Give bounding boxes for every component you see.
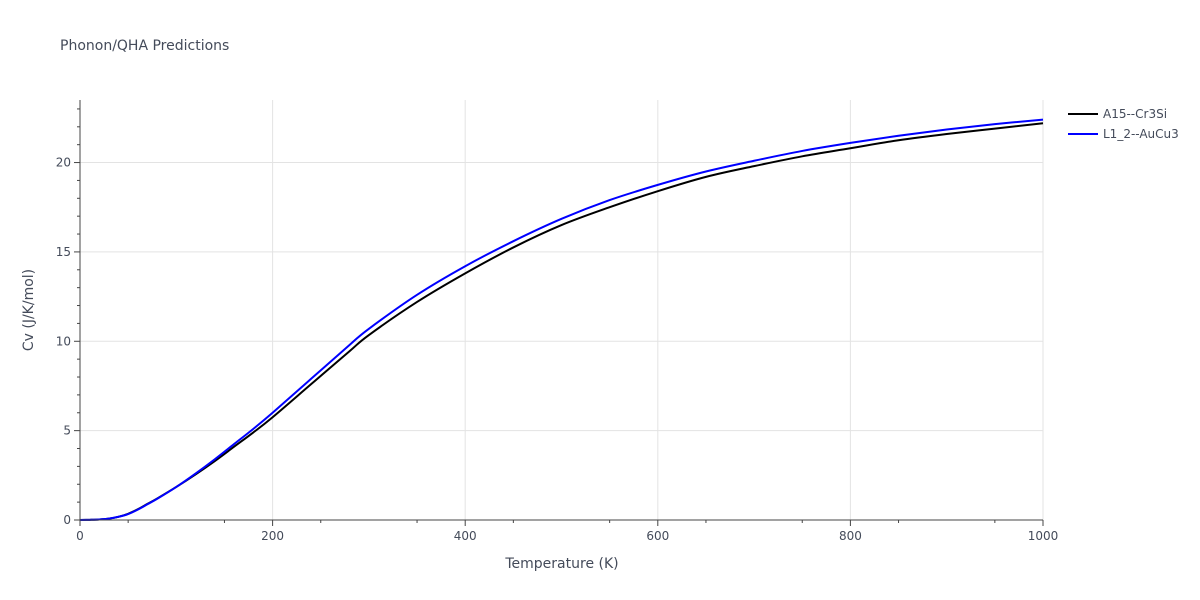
y-tick-label: 15	[56, 245, 71, 259]
series-line-0[interactable]	[79, 122, 1044, 521]
series-line-1[interactable]	[79, 118, 1044, 521]
x-axis-ticks: 0 200 400 600 800 1000	[76, 529, 1058, 543]
y-axis-label: Cv (J/K/mol)	[21, 269, 37, 351]
legend-label: L1_2--AuCu3	[1103, 127, 1179, 141]
chart-title: Phonon/QHA Predictions	[60, 38, 229, 54]
x-tick-label: 0	[76, 529, 84, 543]
x-tick-label: 200	[261, 529, 284, 543]
y-tick-label: 0	[63, 513, 71, 527]
y-axis-ticks: 0 5 10 15 20	[56, 156, 71, 527]
x-tick-label: 600	[646, 529, 669, 543]
x-tick-label: 400	[454, 529, 477, 543]
x-tick-label: 1000	[1028, 529, 1059, 543]
grid	[80, 100, 1044, 520]
axes	[74, 100, 1044, 526]
y-tick-label: 10	[56, 334, 71, 348]
x-tick-label: 800	[839, 529, 862, 543]
x-axis-label: Temperature (K)	[504, 556, 618, 572]
plot-area	[79, 118, 1044, 521]
legend-item-0[interactable]: A15--Cr3Si	[1068, 107, 1167, 121]
legend-item-1[interactable]: L1_2--AuCu3	[1068, 127, 1179, 141]
legend[interactable]: A15--Cr3Si L1_2--AuCu3	[1068, 107, 1179, 141]
legend-label: A15--Cr3Si	[1103, 107, 1167, 121]
y-tick-label: 5	[63, 424, 71, 438]
y-tick-label: 20	[56, 156, 71, 170]
